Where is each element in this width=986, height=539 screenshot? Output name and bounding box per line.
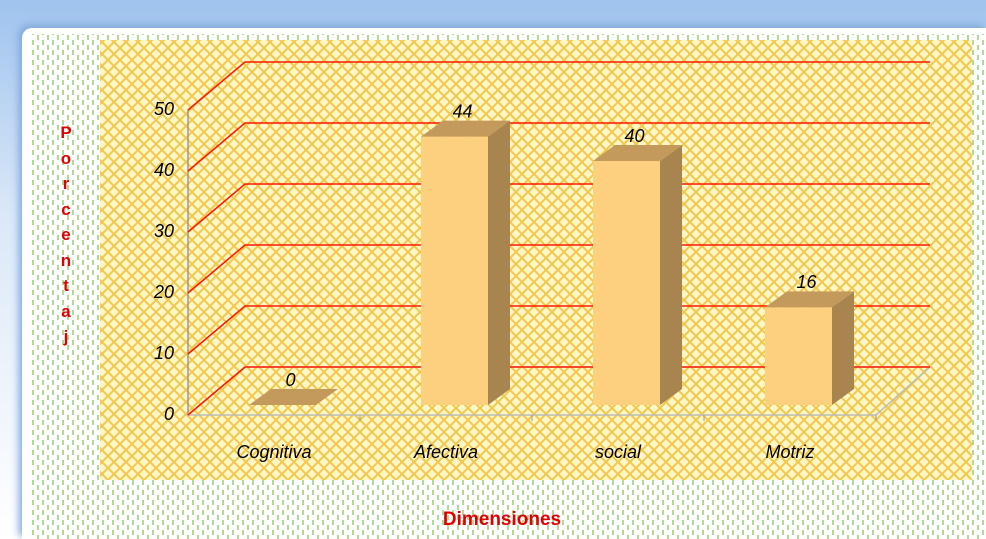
y-tick-label: 10	[154, 343, 174, 363]
value-label: 40	[624, 126, 644, 146]
grid-line	[187, 61, 930, 111]
y-tick-label: 30	[154, 221, 174, 241]
bar-top	[593, 145, 682, 161]
y-tick-label: 40	[154, 160, 174, 180]
bar-side	[660, 145, 682, 405]
x-tick-label: social	[595, 442, 642, 462]
bar-top	[765, 291, 854, 308]
grid-line	[187, 244, 930, 294]
grid-line	[187, 122, 930, 172]
bar	[593, 145, 682, 405]
grid-line	[187, 305, 930, 355]
x-axis-label: Dimensiones	[443, 509, 561, 530]
y-tick-label: 0	[164, 404, 174, 424]
bar-top	[421, 120, 510, 137]
value-label: 44	[452, 101, 472, 121]
y-axis-label: Porcentaj	[60, 123, 72, 346]
bar	[765, 291, 854, 405]
bar-side	[488, 120, 510, 405]
x-tick-label: Motriz	[766, 442, 815, 462]
x-tick-label: Afectiva	[413, 442, 478, 462]
grid-line	[187, 183, 930, 233]
bar	[249, 389, 338, 405]
bar-front	[593, 161, 660, 405]
grid-line	[187, 366, 930, 416]
y-tick-label: 50	[154, 99, 174, 119]
x-tick-label: Cognitiva	[236, 442, 311, 462]
bar-side	[832, 291, 854, 405]
value-label: 0	[285, 370, 295, 390]
value-label: 16	[796, 272, 817, 292]
y-tick-label: 20	[153, 282, 174, 302]
bar	[421, 120, 510, 405]
bar-top	[249, 389, 338, 405]
plot-background	[100, 40, 972, 480]
bar-front	[765, 307, 832, 405]
bar-front	[421, 136, 488, 405]
